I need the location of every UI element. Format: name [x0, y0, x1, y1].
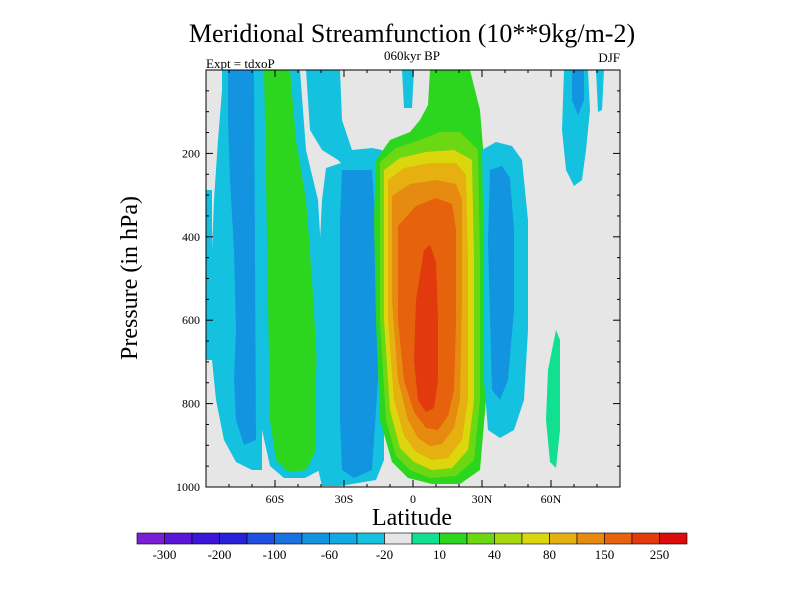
colorbar-label: -60	[321, 547, 338, 562]
colorbar-swatch	[384, 532, 413, 545]
colorbar-swatch	[136, 532, 165, 545]
contour-fill	[306, 70, 384, 175]
y-tick-label: 400	[182, 230, 200, 244]
x-tick-label: 60N	[541, 492, 562, 506]
colorbar-label: 150	[595, 547, 615, 562]
colorbar	[136, 532, 688, 545]
left-string: Expt = tdxoP	[206, 56, 275, 71]
colorbar-swatch	[301, 532, 330, 545]
x-tick-label: 30N	[472, 492, 493, 506]
contour-fill	[206, 190, 212, 360]
colorbar-swatch	[411, 532, 440, 545]
colorbar-label: 250	[650, 547, 670, 562]
colorbar-swatch	[274, 532, 303, 545]
colorbar-swatch	[246, 532, 275, 545]
colorbar-swatch	[604, 532, 633, 545]
contour-fill	[340, 170, 378, 478]
contour-fill	[414, 245, 438, 412]
center-string: 060kyr BP	[384, 48, 440, 63]
x-axis-label: Latitude	[372, 505, 452, 531]
y-tick-label: 600	[182, 313, 200, 327]
chart-title: Meridional Streamfunction (10**9kg/m-2)	[189, 19, 635, 48]
contour-fill	[402, 70, 414, 108]
right-string: DJF	[598, 50, 620, 65]
colorbar-swatch	[631, 532, 660, 545]
colorbar-label: 80	[543, 547, 556, 562]
colorbar-swatch	[549, 532, 578, 545]
colorbar-swatch	[494, 532, 523, 545]
axis-ticks	[206, 70, 620, 488]
colorbar-labels: -300 -200 -100 -60 -20 10 40 80 150 250	[153, 547, 670, 562]
x-tick-label: 0	[410, 492, 416, 506]
contour-fill	[546, 330, 560, 468]
colorbar-swatch	[164, 532, 193, 545]
y-tick-label: 1000	[176, 480, 200, 494]
colorbar-swatch	[439, 532, 468, 545]
contour-plot-area: 60S 30S 0 30N 60N 200 400 600 800 1000	[176, 69, 621, 506]
colorbar-swatch	[576, 532, 605, 545]
contour-fill	[228, 70, 256, 445]
colorbar-label: -300	[153, 547, 177, 562]
contour-fill	[596, 70, 604, 112]
contour-fill	[264, 70, 318, 472]
colorbar-label: -20	[376, 547, 393, 562]
y-axis-label: Pressure (in hPa)	[117, 196, 143, 360]
colorbar-swatch	[521, 532, 550, 545]
axis-tick-labels: 60S 30S 0 30N 60N 200 400 600 800 1000	[176, 146, 562, 506]
y-tick-label: 800	[182, 397, 200, 411]
y-tick-label: 200	[182, 146, 200, 160]
colorbar-label: 40	[488, 547, 501, 562]
colorbar-swatch	[659, 532, 688, 545]
colorbar-swatch	[329, 532, 358, 545]
colorbar-swatch	[466, 532, 495, 545]
colorbar-swatch	[356, 532, 385, 545]
colorbar-swatch	[219, 532, 248, 545]
colorbar-swatch	[191, 532, 220, 545]
colorbar-label: 10	[433, 547, 446, 562]
colorbar-label: -100	[263, 547, 287, 562]
contour-fill	[488, 166, 514, 400]
contour-fill	[572, 70, 584, 115]
colorbar-label: -200	[208, 547, 232, 562]
x-tick-label: 30S	[335, 492, 354, 506]
x-tick-label: 60S	[266, 492, 285, 506]
